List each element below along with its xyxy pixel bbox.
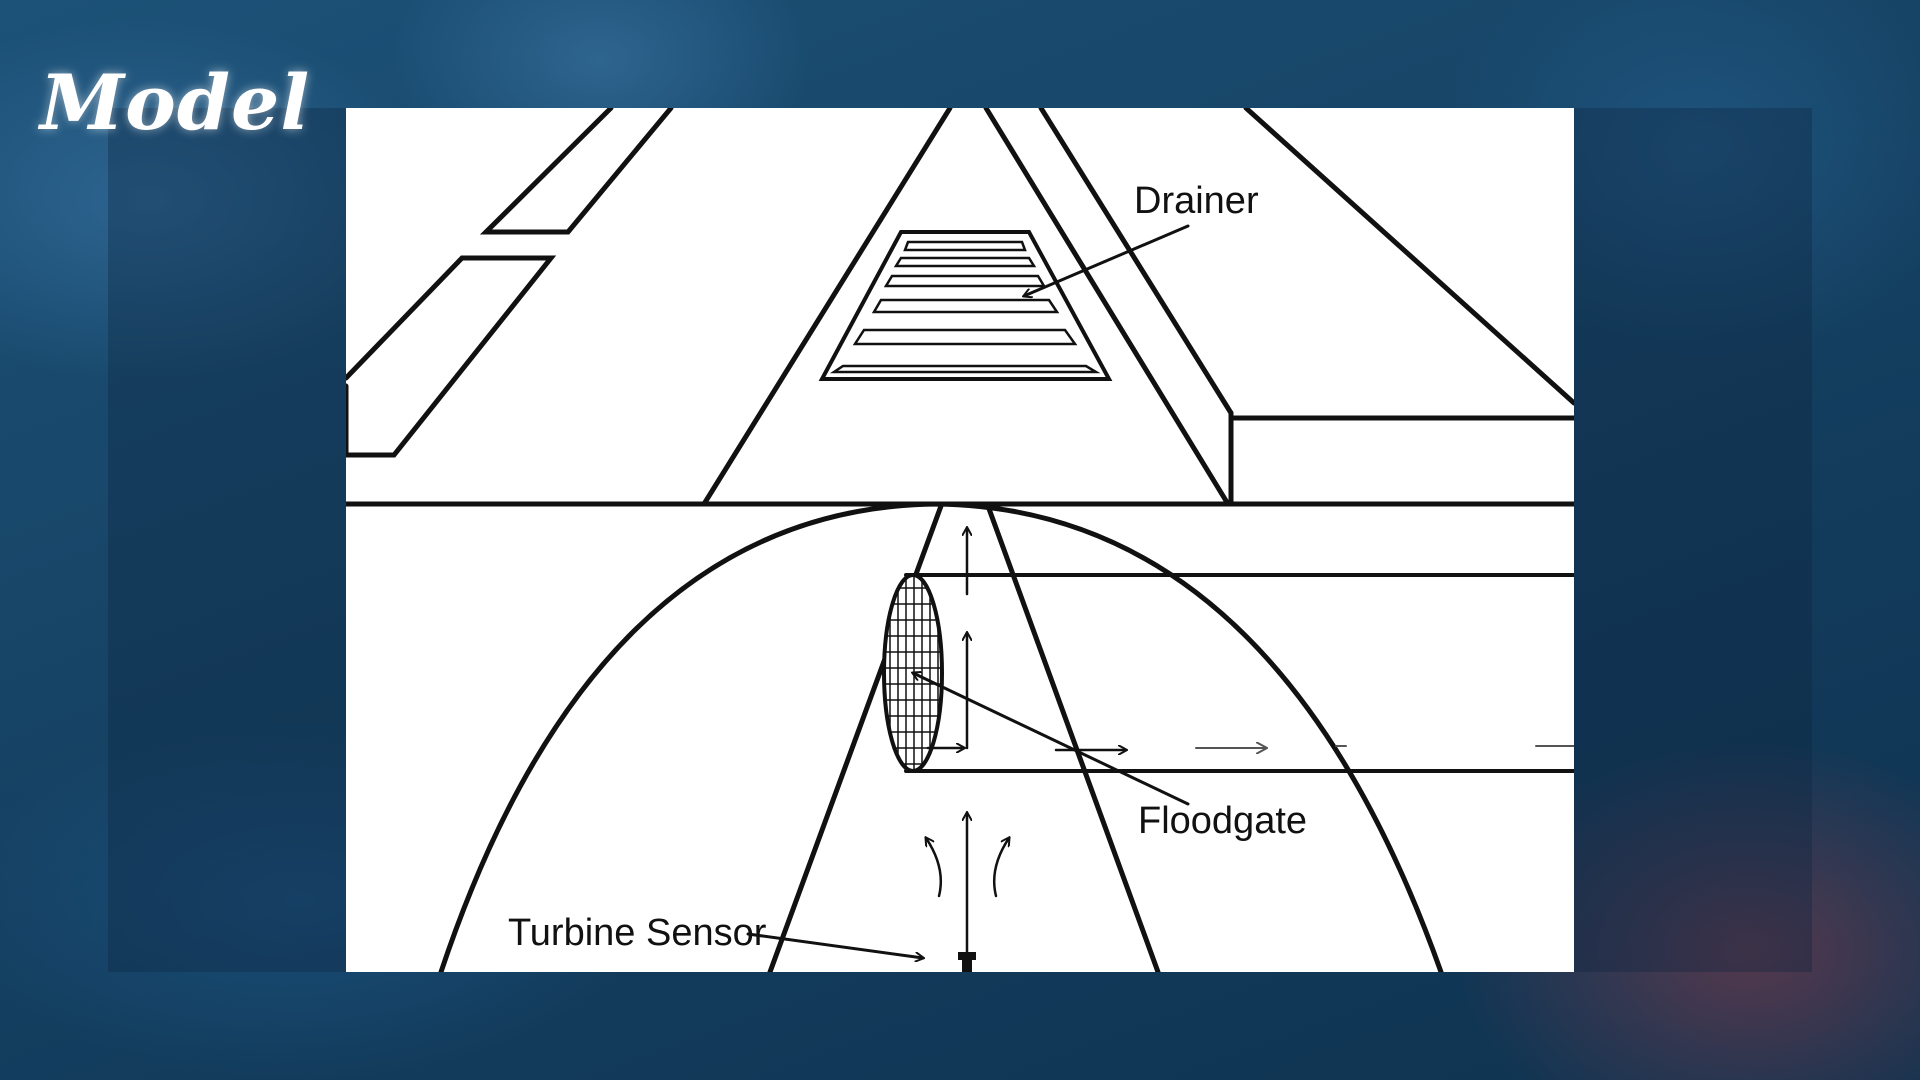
drainer-grate bbox=[818, 230, 1113, 381]
curb-inner bbox=[1038, 108, 1234, 416]
chamber-wall bbox=[438, 501, 1444, 972]
road-edge-left bbox=[701, 108, 953, 507]
floodgate-pipe bbox=[882, 573, 1574, 773]
flow-arrows-right-faint bbox=[1195, 746, 1574, 748]
shaft-wall-right bbox=[985, 503, 1161, 972]
flow-arrows-right bbox=[926, 748, 1126, 750]
underground-chamber bbox=[438, 501, 1574, 972]
diagram-panel: Drainer Floodgate Turbine Sensor bbox=[346, 108, 1574, 972]
floodgate-leader bbox=[913, 673, 1190, 806]
label-leaders bbox=[746, 224, 1190, 958]
drainer-label: Drainer bbox=[1134, 180, 1259, 222]
curb-outer bbox=[1243, 108, 1574, 406]
diagram-drawing bbox=[346, 108, 1574, 972]
turbine-sensor-leader bbox=[746, 932, 923, 958]
turbine-sensor-label: Turbine Sensor bbox=[508, 912, 767, 954]
turbine-sensor bbox=[958, 952, 976, 972]
flow-arrows-up bbox=[926, 528, 1009, 955]
slide-title: Model bbox=[40, 58, 311, 147]
street-scene bbox=[346, 108, 1574, 507]
floodgate-label: Floodgate bbox=[1138, 800, 1308, 842]
road-edge-center bbox=[983, 108, 1231, 507]
sidewalk-strip-lower bbox=[346, 255, 557, 458]
sidewalk-strip-upper bbox=[479, 108, 674, 235]
drainer-leader bbox=[1024, 224, 1190, 296]
